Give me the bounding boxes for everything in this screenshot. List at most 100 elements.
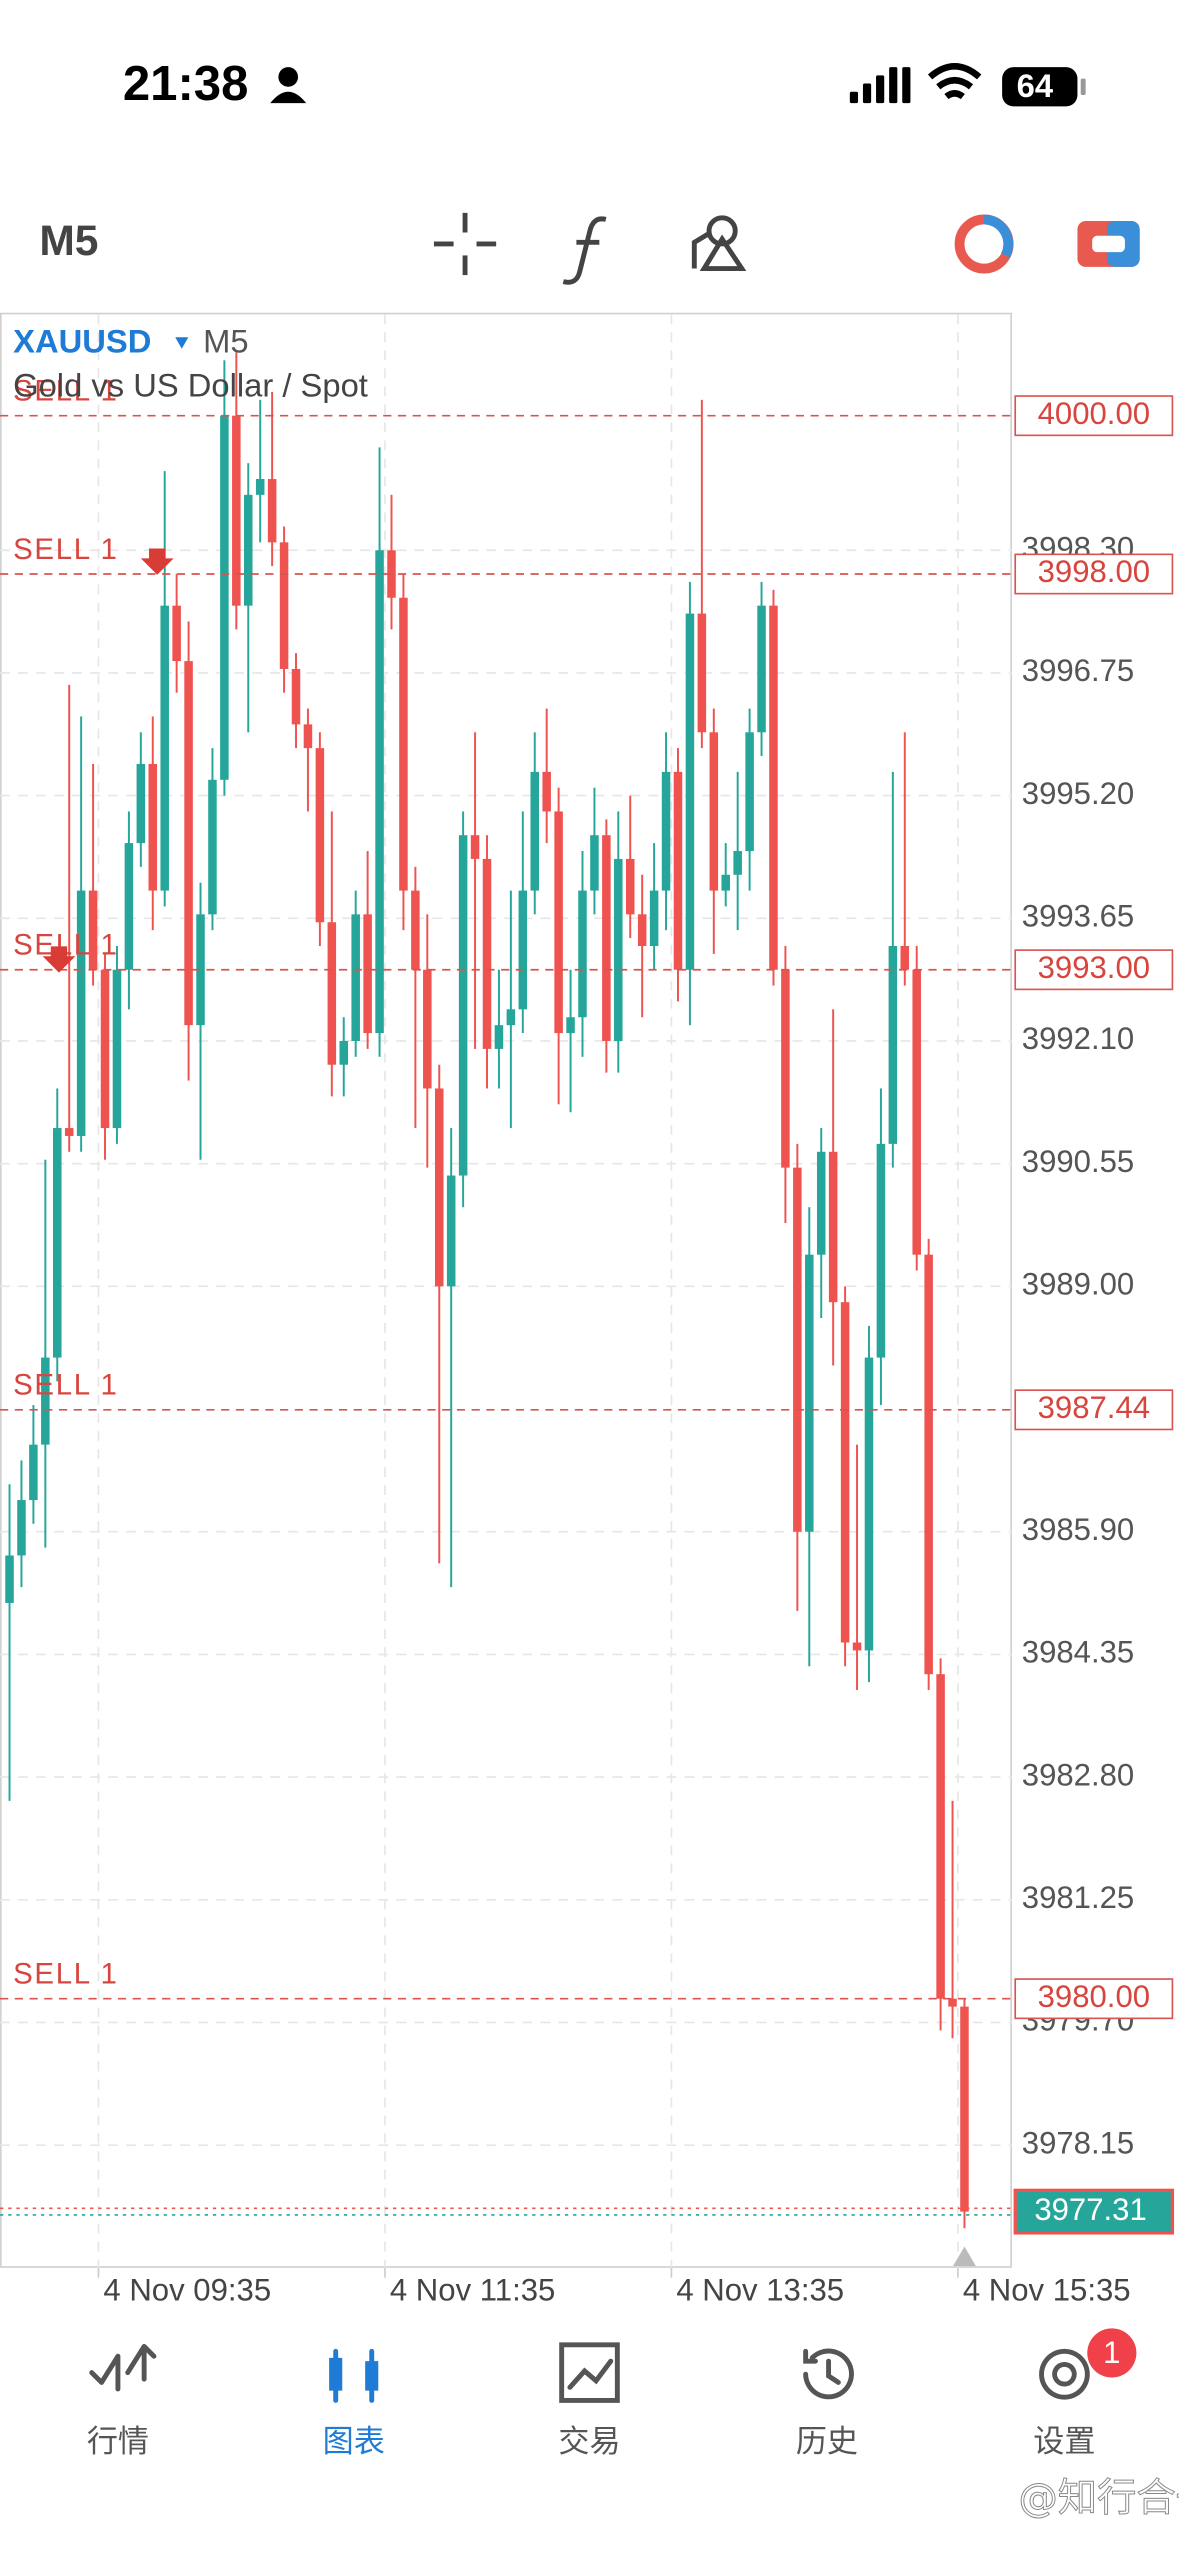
nav-item[interactable]: 设置 <box>1033 2348 1095 2460</box>
account-button[interactable] <box>954 214 1014 274</box>
candle-wick <box>8 1484 11 1801</box>
candle-wick <box>414 866 417 1129</box>
candle-body <box>482 858 492 1049</box>
candle-body <box>208 779 217 915</box>
nav-icon <box>333 2348 375 2403</box>
candle-body <box>53 1128 62 1358</box>
candle-body <box>112 969 122 1129</box>
order-price: 3980.00 <box>1038 1979 1150 2014</box>
nav-item[interactable]: 图表 <box>323 2348 385 2460</box>
order-label[interactable]: SELL 1 <box>13 533 118 566</box>
candle-body <box>184 661 193 1026</box>
x-tick-label: 4 Nov 13:35 <box>676 2273 844 2308</box>
chart-frame <box>0 312 1012 2268</box>
candle-body <box>757 605 766 733</box>
candle-body <box>470 835 480 859</box>
candle-body <box>196 914 205 1026</box>
indicator-button[interactable] <box>562 216 607 285</box>
objects-button[interactable] <box>691 215 747 271</box>
candle-body <box>494 1025 504 1049</box>
crosshair-button[interactable] <box>433 212 497 276</box>
trade-button[interactable] <box>1077 221 1140 267</box>
candle-body <box>590 835 599 891</box>
candle-body <box>339 1040 349 1065</box>
candle-body <box>745 732 754 852</box>
watermark: @知行合一_老戴 <box>1019 2476 1179 2521</box>
wifi-icon <box>927 63 982 100</box>
candle-wick <box>856 1444 859 1691</box>
candle-body <box>363 914 372 1034</box>
order-price: 3993.00 <box>1038 950 1150 985</box>
candle-body <box>387 550 396 598</box>
nav-label: 设置 <box>1033 2424 1095 2460</box>
candle-body <box>697 613 707 733</box>
signal-icon <box>849 67 911 104</box>
candle-body <box>303 724 313 749</box>
candle-body <box>458 835 468 1176</box>
candle-body <box>518 890 528 1010</box>
y-tick-label: 3985.90 <box>1022 1512 1134 1547</box>
candle-body <box>685 613 695 970</box>
candle-body <box>840 1302 850 1643</box>
candle-body <box>41 1357 50 1445</box>
candle-body <box>614 858 623 1041</box>
candle-body <box>637 914 647 947</box>
nav-item[interactable]: 交易 <box>558 2342 621 2460</box>
chart-symbol[interactable]: XAUUSD <box>13 323 151 360</box>
candle-body <box>709 732 719 891</box>
candle-body <box>17 1500 26 1556</box>
candle-body <box>291 668 301 725</box>
candle-body <box>172 605 181 662</box>
candle-body <box>423 969 432 1089</box>
person-icon <box>270 67 307 104</box>
order-price: 3987.44 <box>1038 1390 1150 1425</box>
nav-label: 交易 <box>558 2424 620 2460</box>
candle-body <box>411 890 420 970</box>
order-price-box <box>1014 1389 1174 1431</box>
candle-body <box>148 763 158 891</box>
candle-body <box>315 748 325 923</box>
candle-body <box>649 890 659 947</box>
bottom-nav: 行情 图表 交易 历史 设置 1 <box>87 2328 1137 2460</box>
candle-body <box>602 835 611 1041</box>
candle-body <box>399 597 408 891</box>
candle-body <box>64 1128 74 1136</box>
order-price-box <box>1014 1978 1174 2020</box>
y-tick-label: 3996.75 <box>1022 653 1134 688</box>
candle-body <box>554 811 563 1034</box>
y-tick-label: 3992.10 <box>1022 1021 1134 1056</box>
toolbar-timeframe[interactable]: M5 <box>39 217 98 265</box>
symbol-dropdown[interactable] <box>175 337 189 349</box>
candle-body <box>351 914 360 1041</box>
candle-body <box>160 605 169 891</box>
candle-wick <box>450 1128 453 1588</box>
candle-body <box>88 890 98 970</box>
battery-tip <box>1080 78 1086 95</box>
nav-item[interactable]: 历史 <box>796 2348 858 2460</box>
candle-body <box>769 605 778 970</box>
candle-body <box>733 851 742 875</box>
order-layer: SELL 1 4000.00 SELL 1 3998.00 SELL 1 3993.00 S… <box>0 375 1175 2235</box>
candle-body <box>375 550 384 1034</box>
order-price-box <box>1014 553 1174 595</box>
nav-icon <box>803 2348 854 2400</box>
candle-body <box>100 969 110 1129</box>
nav-badge-count: 1 <box>1103 2335 1120 2370</box>
chart-subtitle: Gold vs US Dollar / Spot <box>13 367 368 404</box>
candle-wick <box>951 1800 954 2039</box>
candle-wick <box>700 399 703 749</box>
candle-body <box>852 1642 862 1651</box>
candle-body <box>948 1998 957 2007</box>
order-label[interactable]: SELL 1 <box>13 1369 118 1402</box>
candle-body <box>864 1357 874 1651</box>
order-label[interactable]: SELL 1 <box>13 1958 118 1991</box>
nav-badge <box>1087 2328 1137 2378</box>
candle-layer <box>5 352 969 2229</box>
last-price-box <box>1013 2188 1175 2235</box>
nav-item[interactable]: 行情 <box>87 2343 157 2460</box>
candle-body <box>673 771 683 970</box>
candle-body <box>244 494 253 606</box>
order-label[interactable]: SELL 1 <box>13 375 118 408</box>
candle-body <box>721 874 730 891</box>
